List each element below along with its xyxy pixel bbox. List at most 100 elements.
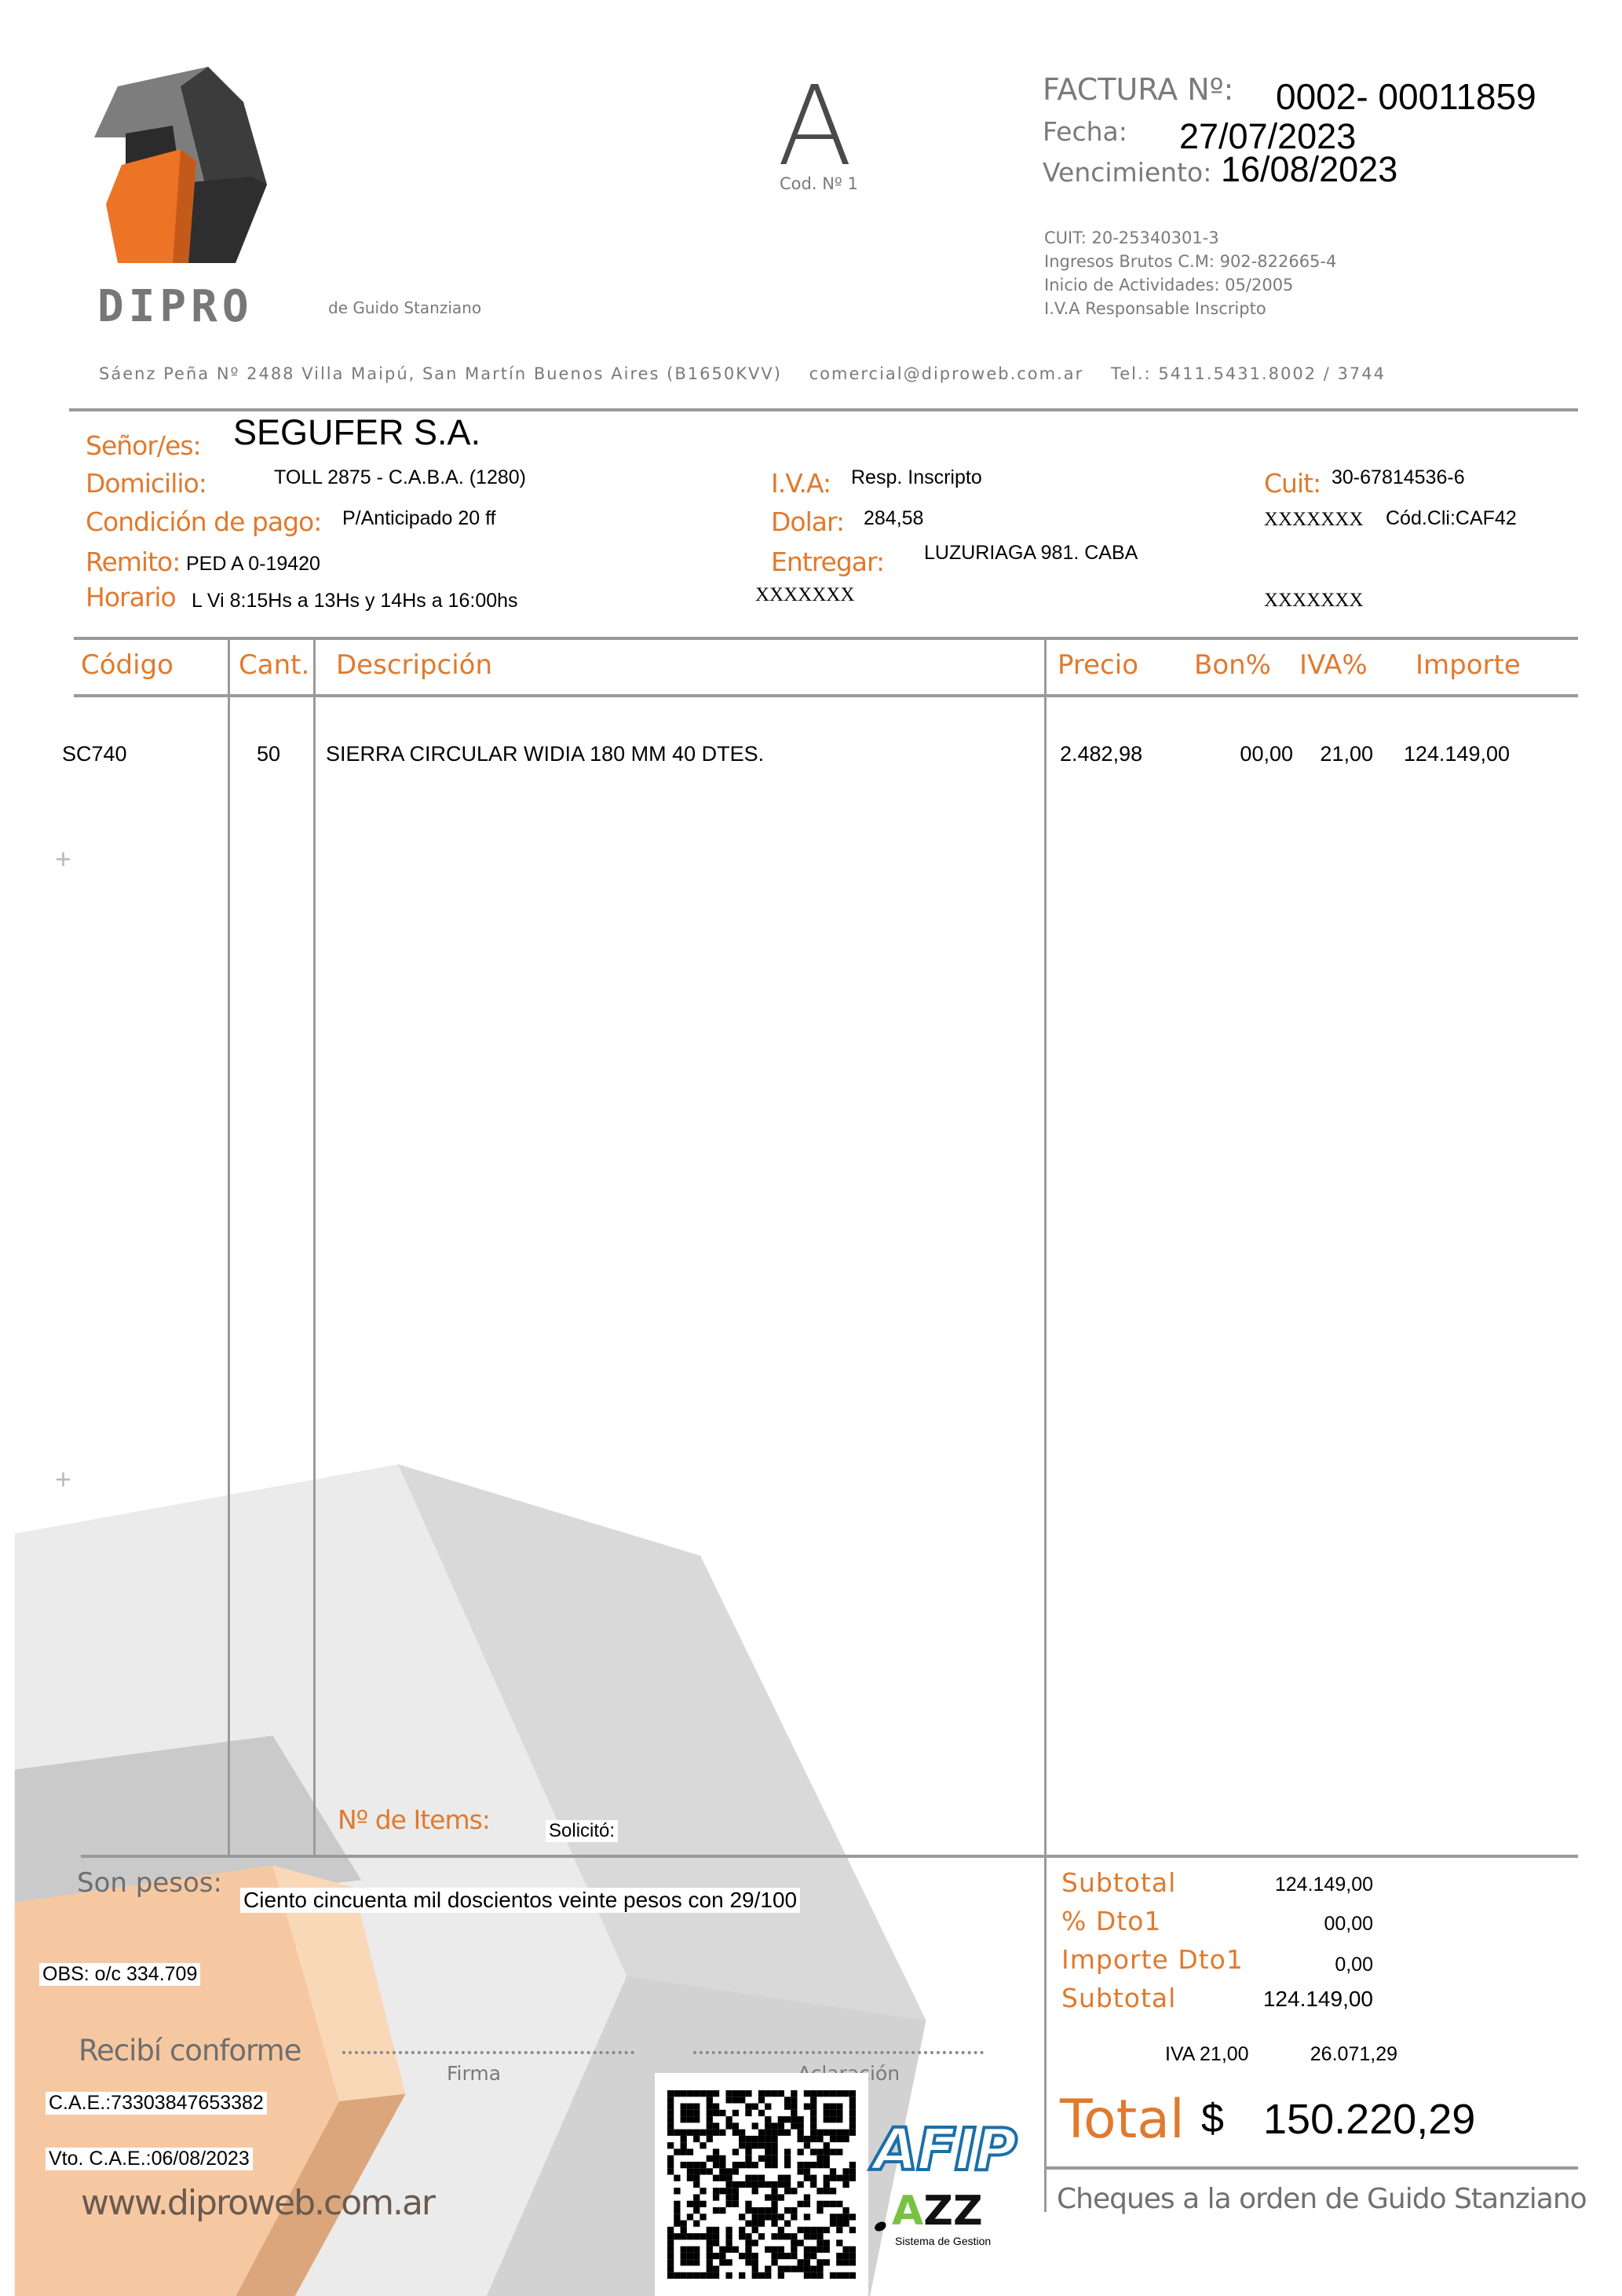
qr-module [693,2252,700,2260]
qr-module [712,2129,720,2136]
qr-module [739,2181,746,2188]
discount-percent-label: % Dto1 [1061,1906,1162,1936]
qr-module [732,2181,740,2188]
qr-module [816,2129,824,2136]
qr-module [777,2194,784,2201]
company-website[interactable]: www.diproweb.com.ar [81,2183,436,2223]
qr-module [667,2168,674,2175]
qr-module [700,2129,707,2136]
qr-module [706,2246,713,2253]
qr-module [816,2226,824,2234]
qr-module [765,2194,772,2201]
qr-module [771,2246,778,2253]
qr-module [686,2090,694,2097]
qr-module [836,2259,843,2266]
qr-module [797,2168,804,2175]
company-address: Sáenz Peña Nº 2488 Villa Maipú, San Mart… [99,364,782,383]
qr-module [745,2200,752,2207]
qr-module [836,2252,843,2260]
tax-line: Inicio de Actividades: 05/2005 [1044,276,1294,294]
qr-module [842,2129,849,2136]
qr-module [777,2181,784,2188]
qr-module [751,2259,758,2266]
cuit-label: Cuit: [1264,468,1321,499]
qr-module [849,2109,856,2117]
qr-module [823,2116,830,2123]
qr-module [751,2272,758,2279]
qr-module [751,2174,758,2181]
qr-module [667,2272,674,2279]
qr-module [836,2148,843,2155]
qr-module [700,2090,707,2097]
customer-name: SEGUFER S.A. [233,412,481,452]
qr-module [745,2142,752,2149]
qr-module [751,2142,758,2149]
qr-module [765,2181,772,2188]
company-email[interactable]: comercial@diproweb.com.ar [809,364,1084,383]
qr-module [700,2272,707,2279]
qr-module [758,2097,765,2104]
iva-amount: 26.071,29 [1310,2043,1397,2065]
qr-module [686,2162,694,2169]
column-divider [313,638,316,1855]
qr-module [765,2206,772,2214]
due-label: Vencimiento: [1043,157,1212,188]
qr-code-icon[interactable] [655,2073,868,2296]
qr-module [706,2233,713,2240]
qr-module [745,2103,752,2110]
row-iva: 21,00 [1320,742,1373,766]
qr-module [810,2109,817,2117]
qr-module [745,2174,752,2181]
qr-module [810,2148,817,2155]
qr-module [771,2090,778,2097]
qr-module [667,2109,674,2117]
qr-module [816,2239,824,2247]
qr-module [797,2116,804,2123]
qr-module [732,2246,740,2253]
qr-module [784,2265,791,2272]
qr-module [674,2129,681,2136]
qr-module [797,2226,804,2234]
qr-module [849,2162,856,2169]
qr-module [680,2090,687,2097]
qr-module [700,2142,707,2149]
qr-module [751,2122,758,2130]
qr-module [680,2233,687,2240]
table-header-line [74,694,1578,697]
jazz-logo-text: AZZ [892,2188,983,2235]
qr-module [784,2116,791,2123]
qr-module [739,2252,746,2260]
qr-module [810,2265,817,2272]
qr-module [816,2148,824,2155]
qr-module [680,2116,687,2123]
company-address-line: Sáenz Peña Nº 2488 Villa Maipú, San Mart… [99,364,1386,383]
qr-module [700,2233,707,2240]
qr-module [745,2181,752,2188]
qr-module [823,2090,830,2097]
qr-module [680,2246,687,2253]
qr-module [849,2252,856,2260]
qr-module [771,2129,778,2136]
words-label: Son pesos: [77,1867,222,1899]
qr-module [739,2097,746,2104]
qr-module [771,2252,778,2260]
qr-module [829,2135,837,2143]
qr-module [803,2252,811,2260]
qr-module [674,2214,681,2221]
qr-module [719,2162,726,2169]
qr-module [797,2122,804,2130]
qr-module [816,2233,824,2240]
qr-module [810,2252,817,2260]
qr-module [810,2090,817,2097]
crop-mark-icon: + [55,1463,72,1495]
qr-module [686,2233,694,2240]
customer-address: TOLL 2875 - C.A.B.A. (1280) [274,466,526,488]
qr-module [803,2233,811,2240]
qr-module [712,2233,720,2240]
header-bonus: Bon% [1194,649,1271,681]
qr-module [797,2148,804,2155]
qr-module [712,2272,720,2279]
header-qty: Cant. [239,649,310,681]
qr-module [739,2272,746,2279]
qr-module [680,2272,687,2279]
